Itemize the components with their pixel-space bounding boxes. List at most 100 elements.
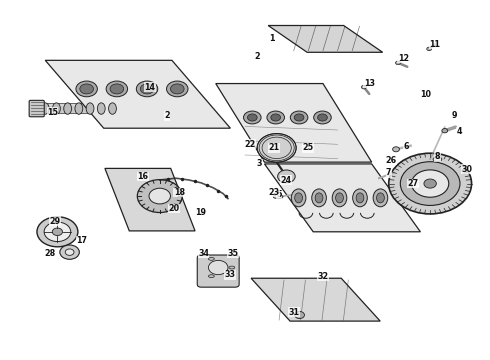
Ellipse shape	[373, 189, 388, 207]
Ellipse shape	[64, 103, 72, 114]
FancyBboxPatch shape	[39, 104, 119, 113]
Circle shape	[44, 222, 71, 242]
Circle shape	[278, 170, 295, 183]
Circle shape	[318, 114, 327, 121]
Circle shape	[244, 111, 261, 124]
Circle shape	[137, 180, 182, 212]
Text: 8: 8	[435, 152, 441, 161]
Text: 25: 25	[303, 143, 314, 152]
Ellipse shape	[208, 257, 214, 260]
Circle shape	[427, 47, 432, 51]
Circle shape	[314, 111, 331, 124]
Text: 35: 35	[227, 249, 238, 258]
Text: 31: 31	[288, 308, 299, 317]
Circle shape	[80, 84, 94, 94]
Circle shape	[167, 81, 188, 97]
Text: 15: 15	[47, 108, 58, 117]
Text: 13: 13	[364, 79, 375, 88]
Polygon shape	[265, 164, 420, 232]
Ellipse shape	[433, 157, 442, 161]
Circle shape	[65, 249, 74, 255]
Ellipse shape	[315, 193, 323, 203]
Circle shape	[271, 114, 281, 121]
Text: 26: 26	[386, 156, 397, 165]
Text: 24: 24	[281, 176, 292, 185]
Circle shape	[395, 61, 400, 64]
Ellipse shape	[336, 193, 343, 203]
Ellipse shape	[294, 193, 302, 203]
Text: 7: 7	[386, 168, 392, 177]
Ellipse shape	[98, 103, 105, 114]
Circle shape	[424, 179, 437, 188]
Circle shape	[140, 84, 154, 94]
Circle shape	[362, 85, 367, 89]
Text: 4: 4	[457, 127, 462, 136]
Text: 23: 23	[269, 188, 280, 197]
Polygon shape	[105, 168, 195, 231]
Text: 5: 5	[276, 190, 282, 199]
Circle shape	[52, 228, 63, 235]
Circle shape	[257, 134, 296, 162]
Circle shape	[37, 217, 78, 247]
Text: 18: 18	[173, 188, 185, 197]
Polygon shape	[251, 278, 380, 321]
Circle shape	[208, 260, 228, 275]
Ellipse shape	[109, 103, 116, 114]
Circle shape	[294, 311, 304, 319]
Circle shape	[136, 81, 158, 97]
Ellipse shape	[356, 193, 364, 203]
Text: 9: 9	[452, 111, 457, 120]
Circle shape	[76, 81, 98, 97]
Circle shape	[267, 111, 285, 124]
Text: 14: 14	[145, 83, 155, 92]
Text: 1: 1	[269, 35, 274, 44]
Text: 33: 33	[225, 270, 236, 279]
Text: 34: 34	[198, 249, 209, 258]
Ellipse shape	[208, 275, 214, 278]
Text: 2: 2	[164, 111, 170, 120]
Circle shape	[171, 84, 184, 94]
Ellipse shape	[376, 193, 384, 203]
Circle shape	[106, 81, 127, 97]
FancyBboxPatch shape	[197, 255, 239, 287]
Circle shape	[389, 153, 471, 214]
Polygon shape	[216, 84, 372, 162]
Circle shape	[442, 129, 448, 133]
Ellipse shape	[291, 189, 306, 207]
Ellipse shape	[273, 195, 283, 199]
Text: 22: 22	[244, 140, 255, 149]
Circle shape	[60, 245, 79, 259]
Circle shape	[400, 162, 460, 206]
Text: 3: 3	[257, 159, 262, 168]
Ellipse shape	[229, 266, 235, 269]
Text: 10: 10	[420, 90, 431, 99]
Ellipse shape	[332, 189, 347, 207]
Ellipse shape	[52, 103, 60, 114]
Text: 20: 20	[169, 204, 180, 213]
Circle shape	[247, 114, 257, 121]
Ellipse shape	[312, 189, 326, 207]
Text: 16: 16	[137, 172, 148, 181]
Text: 32: 32	[318, 272, 328, 281]
FancyBboxPatch shape	[29, 100, 44, 117]
Ellipse shape	[86, 103, 94, 114]
Text: 6: 6	[403, 141, 409, 150]
Circle shape	[149, 188, 171, 204]
Circle shape	[392, 147, 399, 152]
Text: 21: 21	[269, 143, 280, 152]
Text: 2: 2	[254, 52, 260, 61]
Ellipse shape	[41, 103, 49, 114]
Text: 19: 19	[196, 208, 207, 217]
Polygon shape	[45, 60, 230, 128]
Text: 17: 17	[76, 236, 87, 245]
Circle shape	[290, 111, 308, 124]
Text: 11: 11	[430, 40, 441, 49]
Circle shape	[110, 84, 123, 94]
Text: 28: 28	[45, 249, 56, 258]
Text: 12: 12	[398, 54, 409, 63]
Ellipse shape	[353, 189, 368, 207]
Text: 30: 30	[461, 165, 472, 174]
Circle shape	[294, 114, 304, 121]
Ellipse shape	[75, 103, 83, 114]
Text: 27: 27	[408, 179, 418, 188]
